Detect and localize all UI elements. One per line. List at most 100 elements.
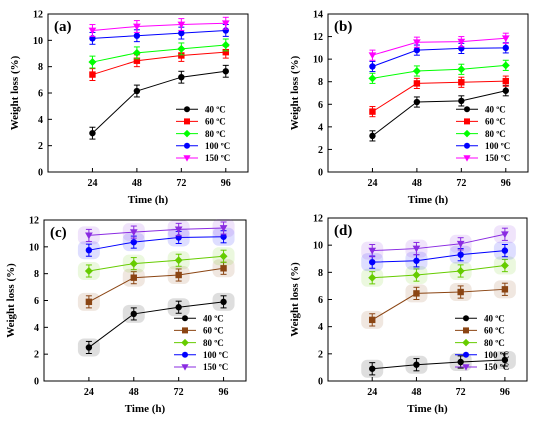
data-point	[178, 74, 185, 81]
legend-swatch-marker	[464, 106, 470, 113]
data-point	[178, 29, 185, 37]
data-point	[89, 129, 96, 137]
legend-label: 80 ºC	[484, 338, 505, 348]
data-point	[133, 32, 141, 39]
y-tick-label: 0	[318, 377, 323, 388]
data-point	[369, 316, 376, 324]
data-point	[500, 261, 509, 270]
data-point	[133, 87, 141, 95]
data-point	[130, 274, 137, 281]
data-point	[501, 35, 510, 43]
x-tick-label: 72	[176, 178, 186, 189]
data-point	[219, 252, 228, 261]
x-axis-title: Time (h)	[407, 403, 448, 415]
legend-swatch-marker	[184, 118, 190, 125]
data-point	[501, 286, 509, 293]
data-point	[129, 259, 138, 268]
data-point	[412, 271, 421, 280]
series-3	[361, 256, 516, 287]
data-point	[174, 256, 183, 265]
data-point	[457, 358, 464, 366]
data-point	[85, 344, 93, 351]
series-line	[371, 288, 505, 321]
x-tick-label: 96	[219, 387, 229, 398]
data-point	[369, 63, 376, 70]
x-tick-label: 72	[456, 178, 466, 189]
data-point	[221, 40, 230, 49]
data-point	[502, 77, 509, 85]
legend: 40 ºC 60 ºC 80 ºC 100 ºC 150 ºC	[174, 313, 228, 372]
data-point	[369, 365, 376, 372]
data-point	[413, 39, 421, 47]
series-line	[372, 250, 505, 263]
series-3	[88, 38, 230, 69]
legend-label: 60 ºC	[485, 117, 506, 127]
y-tick-label: 12	[29, 216, 39, 227]
legend-swatch-marker	[463, 129, 471, 138]
data-point	[413, 98, 421, 106]
data-point	[88, 58, 97, 67]
data-point	[369, 132, 376, 140]
data-point	[502, 87, 509, 94]
legend-label: 60 ºC	[203, 326, 224, 336]
data-point	[501, 231, 509, 239]
x-tick-label: 96	[501, 178, 511, 189]
series-5	[88, 16, 230, 37]
data-point	[129, 229, 138, 236]
y-tick-label: 2	[318, 349, 323, 360]
series-5	[361, 225, 516, 260]
series-line	[92, 51, 226, 76]
legend-swatch-marker	[182, 327, 188, 334]
data-point	[84, 266, 93, 275]
data-point	[220, 233, 227, 240]
legend: 40 ºC 60 ºC 80 ºC 100 ºC 150 ºC	[455, 313, 509, 372]
series-1	[361, 350, 516, 378]
data-point	[85, 246, 93, 254]
series-3	[368, 59, 510, 84]
x-tick-label: 48	[132, 178, 142, 189]
legend: 40 ºC 60 ºC 80 ºC 100 ºC 150 ºC	[176, 104, 230, 163]
data-point	[174, 226, 183, 234]
y-axis-title: Weight loss (%)	[5, 263, 17, 338]
y-tick-label: 6	[318, 100, 323, 111]
legend-label: 40 ºC	[203, 313, 224, 323]
series-2	[361, 280, 516, 329]
y-tick-label: 4	[318, 122, 323, 133]
series-line	[372, 233, 505, 252]
x-axis-title: Time (h)	[408, 194, 449, 206]
x-tick-label: 24	[367, 178, 377, 189]
legend-label: 100 ºC	[484, 350, 509, 360]
legend-swatch-marker	[184, 106, 190, 113]
data-point	[220, 298, 227, 306]
data-point	[88, 27, 97, 35]
y-tick-label: 2	[318, 145, 323, 156]
data-point	[222, 48, 229, 56]
data-point	[220, 265, 227, 272]
y-tick-label: 12	[313, 32, 323, 43]
y-tick-label: 4	[38, 115, 43, 126]
data-point	[457, 251, 464, 258]
legend-swatch-marker	[182, 351, 188, 358]
legend-label: 80 ºC	[205, 129, 226, 139]
series-line	[372, 265, 505, 279]
series-1	[89, 64, 229, 140]
data-point	[133, 57, 141, 64]
data-point	[458, 97, 465, 105]
legend-swatch-marker	[463, 351, 469, 358]
series-3	[77, 247, 235, 280]
y-tick-label: 4	[318, 322, 323, 333]
y-tick-label: 0	[318, 168, 323, 179]
data-point	[413, 80, 421, 87]
y-tick-label: 8	[318, 77, 323, 88]
y-tick-label: 8	[318, 268, 323, 279]
x-tick-label: 48	[411, 387, 421, 398]
series-5	[77, 219, 235, 245]
legend-label: 40 ºC	[484, 313, 505, 323]
y-axis-title: Weight loss (%)	[289, 262, 301, 337]
legend-swatch-marker	[463, 155, 471, 162]
series-4	[77, 227, 235, 260]
